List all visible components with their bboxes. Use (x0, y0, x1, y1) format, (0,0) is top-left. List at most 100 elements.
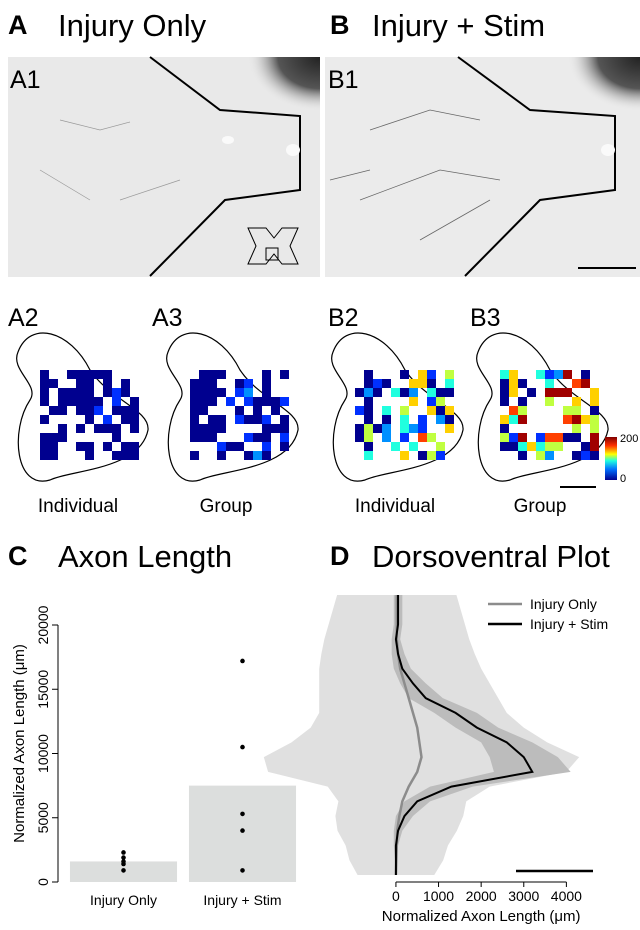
map-cell (445, 415, 454, 424)
map-cell (94, 397, 103, 406)
map-cell (509, 442, 518, 451)
map-cell (445, 379, 454, 388)
map-cell (409, 379, 418, 388)
map-cell (103, 415, 112, 424)
y-axis-label: Normalized Axon Length (μm) (11, 644, 28, 843)
map-cell (244, 388, 253, 397)
map-cell (400, 406, 409, 415)
data-point (240, 812, 245, 817)
map-cell (271, 406, 280, 415)
map-cell (355, 424, 364, 433)
map-cell (563, 406, 572, 415)
map-cell (409, 424, 418, 433)
map-cell (391, 388, 400, 397)
panel-letter: B (330, 10, 350, 40)
map-cell (94, 370, 103, 379)
map-cell (271, 424, 280, 433)
map-cell (545, 370, 554, 379)
image-label: A1 (10, 66, 41, 94)
map-cell (445, 370, 454, 379)
map-cell (190, 424, 199, 433)
map-cell (253, 415, 262, 424)
map-cell (400, 451, 409, 460)
map-cell (445, 406, 454, 415)
map-cell (545, 379, 554, 388)
map-cell (590, 424, 599, 433)
map-cell (262, 433, 271, 442)
map-cell (409, 442, 418, 451)
map-cell (112, 451, 121, 460)
map-cell (58, 433, 67, 442)
map-cell (427, 379, 436, 388)
map-cell (40, 442, 49, 451)
map-cell (208, 433, 217, 442)
map-cell (581, 370, 590, 379)
map-cell (280, 370, 289, 379)
map-cell (217, 415, 226, 424)
map-cell (445, 388, 454, 397)
map-cell (253, 451, 262, 460)
map-cell (49, 406, 58, 415)
image-label: B1 (328, 66, 359, 94)
map-cell (427, 397, 436, 406)
map-cell (130, 442, 139, 451)
map-label: B3 (470, 304, 501, 332)
map-cell (409, 397, 418, 406)
map-cell (262, 442, 271, 451)
map-cell (199, 370, 208, 379)
map-cell (518, 433, 527, 442)
map-cell (355, 433, 364, 442)
map-cell (563, 370, 572, 379)
map-cell (190, 433, 199, 442)
chart-title: Dorsoventral Plot (372, 539, 610, 574)
map-cell (262, 388, 271, 397)
map-cell (418, 379, 427, 388)
map-cell (112, 433, 121, 442)
map-cell (436, 388, 445, 397)
map-cell (121, 415, 130, 424)
map-cell (121, 388, 130, 397)
map-cell (545, 451, 554, 460)
map-cell (545, 442, 554, 451)
map-cell (244, 415, 253, 424)
map-cell (500, 379, 509, 388)
map-cell (581, 442, 590, 451)
map-cell (590, 388, 599, 397)
map-cell (427, 406, 436, 415)
map-cell (581, 451, 590, 460)
map-cell (199, 388, 208, 397)
x-tick-label: Injury + Stim (203, 892, 281, 908)
map-cell (253, 406, 262, 415)
map-cell (235, 406, 244, 415)
map-cell (554, 370, 563, 379)
micrograph (325, 57, 640, 277)
map-cell (76, 406, 85, 415)
map-cell (500, 424, 509, 433)
map-cell (563, 415, 572, 424)
map-cell (199, 406, 208, 415)
map-cell (103, 370, 112, 379)
map-cell (217, 388, 226, 397)
map-cell (85, 442, 94, 451)
map-cell (262, 451, 271, 460)
map-cell (49, 379, 58, 388)
legend-label: Injury + Stim (530, 616, 608, 632)
map-cell (262, 397, 271, 406)
map-cell (130, 451, 139, 460)
data-point (240, 828, 245, 833)
map-cell (400, 433, 409, 442)
map-cell (518, 406, 527, 415)
map-cell (418, 424, 427, 433)
x-tick-label: Injury Only (90, 892, 157, 908)
map-cell (235, 379, 244, 388)
legend-label: Injury Only (530, 596, 597, 612)
map-cell (590, 451, 599, 460)
map-cell (130, 424, 139, 433)
map-cell (94, 406, 103, 415)
map-cell (382, 379, 391, 388)
map-cell (58, 397, 67, 406)
colorbar (605, 437, 617, 480)
map-cell (112, 406, 121, 415)
map-cell (364, 451, 373, 460)
panel-letter: A (8, 10, 28, 40)
